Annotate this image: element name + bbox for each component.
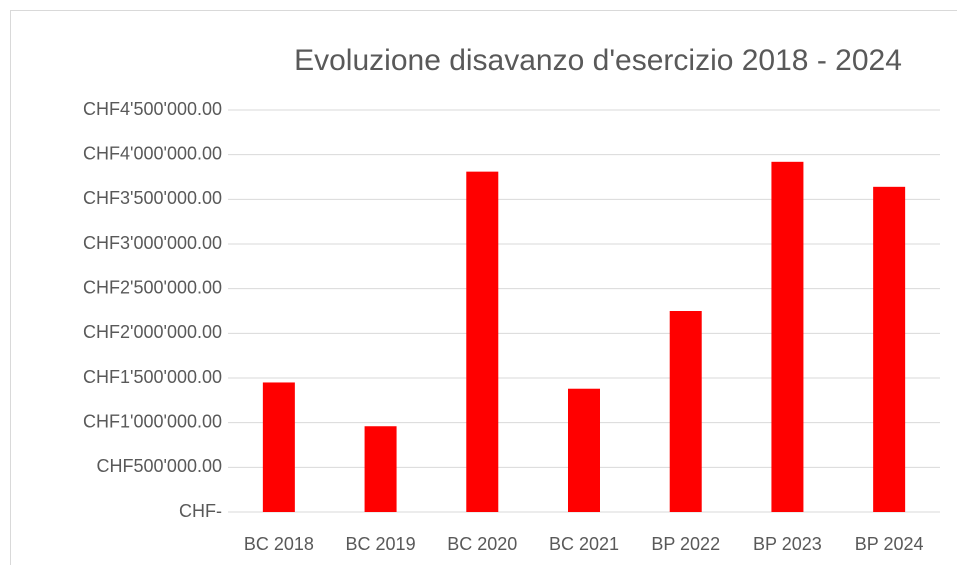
bar [873,186,906,512]
y-tick-label: CHF500'000.00 [96,456,222,476]
y-tick-label: CHF1'500'000.00 [83,367,222,387]
bar [364,426,397,512]
bar [262,382,295,512]
y-tick-label: CHF- [179,501,222,521]
x-tick-label: BC 2021 [549,534,619,554]
chart-title: Evoluzione disavanzo d'esercizio 2018 - … [294,44,902,77]
bar [466,171,499,512]
chart-border [10,10,957,565]
y-tick-label: CHF4'500'000.00 [83,99,222,119]
y-tick-label: CHF2'000'000.00 [83,322,222,342]
bar [771,161,804,512]
x-tick-label: BP 2022 [651,534,720,554]
y-tick-label: CHF3'500'000.00 [83,188,222,208]
bar [669,311,702,512]
y-tick-label: CHF4'000'000.00 [83,143,222,163]
bar [568,388,600,512]
x-tick-label: BC 2020 [447,534,517,554]
x-tick-label: BC 2019 [346,534,416,554]
x-tick-label: BC 2018 [244,534,314,554]
y-tick-label: CHF1'000'000.00 [83,411,222,431]
x-tick-label: BP 2023 [753,534,822,554]
y-tick-label: CHF2'500'000.00 [83,277,222,297]
x-tick-label: BP 2024 [855,534,924,554]
y-tick-label: CHF3'000'000.00 [83,233,222,253]
